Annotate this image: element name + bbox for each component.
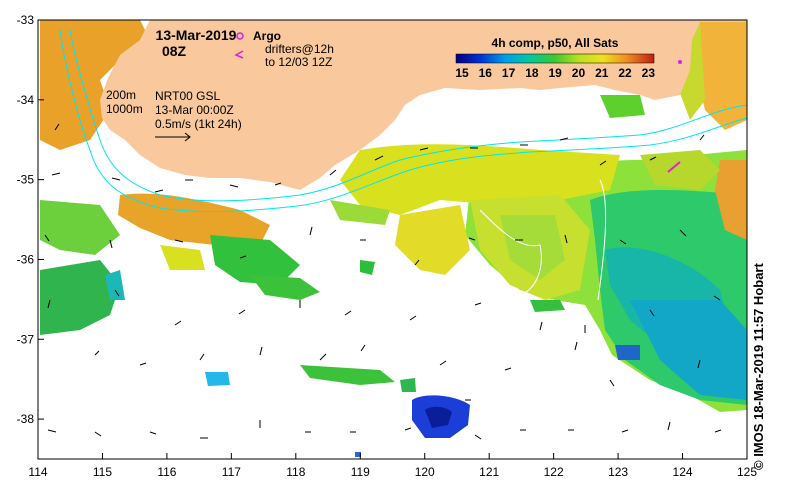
sst-orange-west xyxy=(118,193,270,245)
drifter-marker-legend xyxy=(234,50,244,59)
x-tick-label: 124 xyxy=(673,465,693,479)
y-tick-label: -37 xyxy=(17,332,35,346)
sst-lgreen-mid xyxy=(330,200,390,225)
sst-cyan-patch xyxy=(205,372,230,386)
drifters-label-2: to 12/03 12Z xyxy=(265,55,332,69)
x-tick-label: 120 xyxy=(415,465,435,479)
sst-field xyxy=(38,20,747,457)
colorbar-tick-label: 15 xyxy=(455,66,469,80)
sst-green-mid xyxy=(210,235,300,285)
y-tick-label: -36 xyxy=(17,252,35,266)
sst-isotherm-1 xyxy=(597,179,607,301)
sst-green-speck-4 xyxy=(360,260,375,275)
contour-200m xyxy=(69,29,747,202)
product-date: 13-Mar 00:00Z xyxy=(155,103,234,117)
y-tick-label: -33 xyxy=(17,13,35,27)
x-tick-label: 122 xyxy=(544,465,564,479)
colorbar-tick-label: 16 xyxy=(479,66,493,80)
colorbar-tick-label: 23 xyxy=(642,66,656,80)
sst-green-sw xyxy=(40,260,120,335)
colorbar-ticks: 15 16 17 18 19 20 21 22 23 xyxy=(455,66,655,80)
sst-cyan-sw xyxy=(105,270,125,300)
depth-label-200m: 200m xyxy=(106,88,136,102)
sst-yellow-west xyxy=(160,245,205,270)
x-tick-label: 117 xyxy=(222,465,241,479)
y-axis: -33 -34 -35 -36 -37 -38 xyxy=(17,13,44,426)
x-tick-label: 123 xyxy=(608,465,628,479)
sst-blue-fleck xyxy=(355,452,361,457)
sst-blue-patch-east xyxy=(615,345,640,360)
colorbar: 4h comp, p50, All Sats 15 16 17 18 19 20 21 22 2… xyxy=(455,36,655,80)
colorbar-title: 4h comp, p50, All Sats xyxy=(492,36,619,50)
sst-green-speck-3 xyxy=(400,378,416,392)
sst-cold-core xyxy=(425,406,452,428)
x-tick-label: 119 xyxy=(351,465,370,479)
sst-green-speck-2 xyxy=(530,300,565,312)
argo-marker-legend xyxy=(236,32,244,40)
time-title: 08Z xyxy=(162,43,187,59)
colorbar-tick-label: 22 xyxy=(618,66,632,80)
plot-frame xyxy=(37,19,748,460)
depth-label-1000m: 1000m xyxy=(106,102,143,116)
sst-yellow-patch xyxy=(395,205,470,275)
sst-lightgreen-patch xyxy=(500,215,565,280)
sst-isotherm-2 xyxy=(479,209,542,296)
y-tick-label: -38 xyxy=(17,412,35,426)
colorbar-gradient xyxy=(455,53,655,64)
scale-vector xyxy=(155,132,191,142)
argo-float xyxy=(678,60,682,64)
drifters-label-1: drifters@12h xyxy=(265,42,334,56)
sst-green-gulf xyxy=(600,95,645,118)
contour-1000m xyxy=(59,29,747,212)
x-tick-label: 125 xyxy=(737,465,757,479)
sst-green-west xyxy=(40,200,120,255)
vector-scale-label: 0.5m/s (1kt 24h) xyxy=(155,117,242,131)
sst-orange-east xyxy=(715,160,747,240)
sst-green-small xyxy=(250,275,320,300)
sst-blue-region xyxy=(630,300,747,400)
sst-coastal-warm-east xyxy=(695,20,747,130)
x-axis: 114 115 116 117 118 119 120 121 122 123 124 125 xyxy=(28,453,757,479)
sst-yellow-green-east xyxy=(640,150,720,190)
x-tick-label: 121 xyxy=(479,465,499,479)
credit-label: © IMOS 18-Mar-2019 11:57 Hobart xyxy=(751,263,766,470)
colorbar-tick-label: 19 xyxy=(548,66,562,80)
argo-label: Argo xyxy=(253,29,281,43)
x-tick-label: 118 xyxy=(286,465,305,479)
sst-green-specks xyxy=(300,365,395,385)
colorbar-tick-label: 21 xyxy=(595,66,609,80)
colorbar-tick-label: 17 xyxy=(502,66,516,80)
current-vectors xyxy=(44,123,722,440)
x-tick-label: 116 xyxy=(157,465,176,479)
colorbar-tick-label: 18 xyxy=(525,66,539,80)
date-title: 13-Mar-2019 xyxy=(156,27,237,43)
drifter-track xyxy=(667,161,681,173)
colorbar-tick-label: 20 xyxy=(572,66,586,80)
product-label: NRT00 GSL xyxy=(155,89,220,103)
y-tick-label: -34 xyxy=(17,93,35,107)
y-tick-label: -35 xyxy=(17,173,35,187)
x-tick-label: 114 xyxy=(28,465,47,479)
x-tick-label: 115 xyxy=(93,465,112,479)
sst-coastal-warm-west xyxy=(40,20,150,150)
